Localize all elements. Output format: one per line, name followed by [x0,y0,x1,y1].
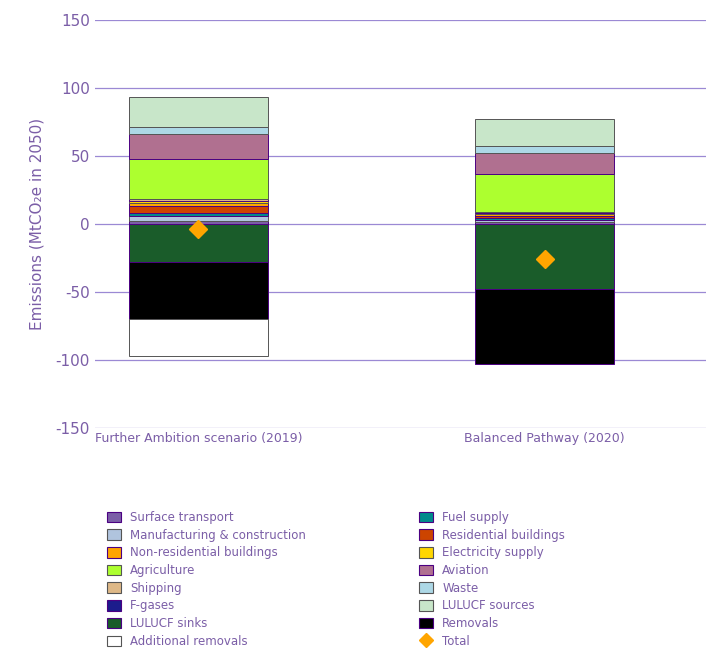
Legend: Fuel supply, Residential buildings, Electricity supply, Aviation, Waste, LULUCF : Fuel supply, Residential buildings, Elec… [419,511,565,648]
Y-axis label: Emissions (MtCO₂e in 2050): Emissions (MtCO₂e in 2050) [29,118,44,330]
Bar [130,319,268,355]
Bar [475,146,614,153]
Bar [475,220,614,222]
Bar [475,174,614,212]
Bar [130,206,268,213]
Bar [130,199,268,200]
Bar [130,134,268,158]
Bar [475,119,614,146]
Bar [130,224,268,262]
Bar [475,218,614,220]
Bar [475,216,614,218]
Bar [130,216,268,221]
Bar [475,214,614,216]
Bar [475,212,614,213]
Bar [130,128,268,134]
Bar [130,200,268,203]
Bar [130,203,268,206]
Bar [475,222,614,224]
Bar [130,213,268,216]
Bar [130,158,268,199]
Bar [475,224,614,289]
Bar [130,221,268,224]
Bar [130,262,268,319]
Bar [475,213,614,214]
Bar [475,153,614,174]
Bar [130,98,268,128]
Bar [475,289,614,363]
